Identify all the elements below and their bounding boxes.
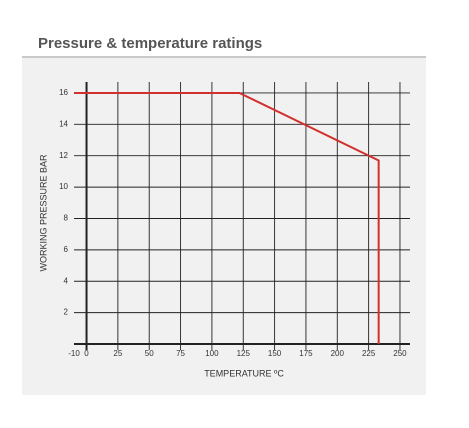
y-axis-label: WORKING PRESSURE BAR: [38, 154, 48, 272]
x-tick-label: 200: [331, 349, 345, 358]
y-tick-label: 4: [64, 276, 69, 285]
chart-title: Pressure & temperature ratings: [38, 35, 262, 52]
y-tick-label: 6: [64, 245, 69, 254]
y-tick-label: 12: [59, 151, 68, 160]
x-tick-label: 100: [205, 349, 219, 358]
x-tick-label: 225: [362, 349, 376, 358]
x-tick-label: 150: [268, 349, 282, 358]
x-tick-label: 50: [145, 349, 154, 358]
panel: [22, 57, 426, 395]
y-tick-label: 16: [59, 88, 68, 97]
y-tick-label: 14: [59, 119, 68, 128]
y-tick-label: 2: [64, 308, 69, 317]
x-tick-label: 0: [84, 349, 89, 358]
x-axis-label: TEMPERATURE ºC: [204, 368, 284, 378]
x-tick-label: -10: [68, 349, 80, 358]
y-tick-label: 8: [64, 214, 69, 223]
data-line: [74, 91, 380, 344]
x-tick-label: 75: [176, 349, 185, 358]
x-tick-label: 250: [393, 349, 407, 358]
x-tick-label: 175: [299, 349, 313, 358]
x-tick-label: 25: [113, 349, 122, 358]
y-tick-label: 10: [59, 182, 68, 191]
x-tick-label: 125: [237, 349, 251, 358]
